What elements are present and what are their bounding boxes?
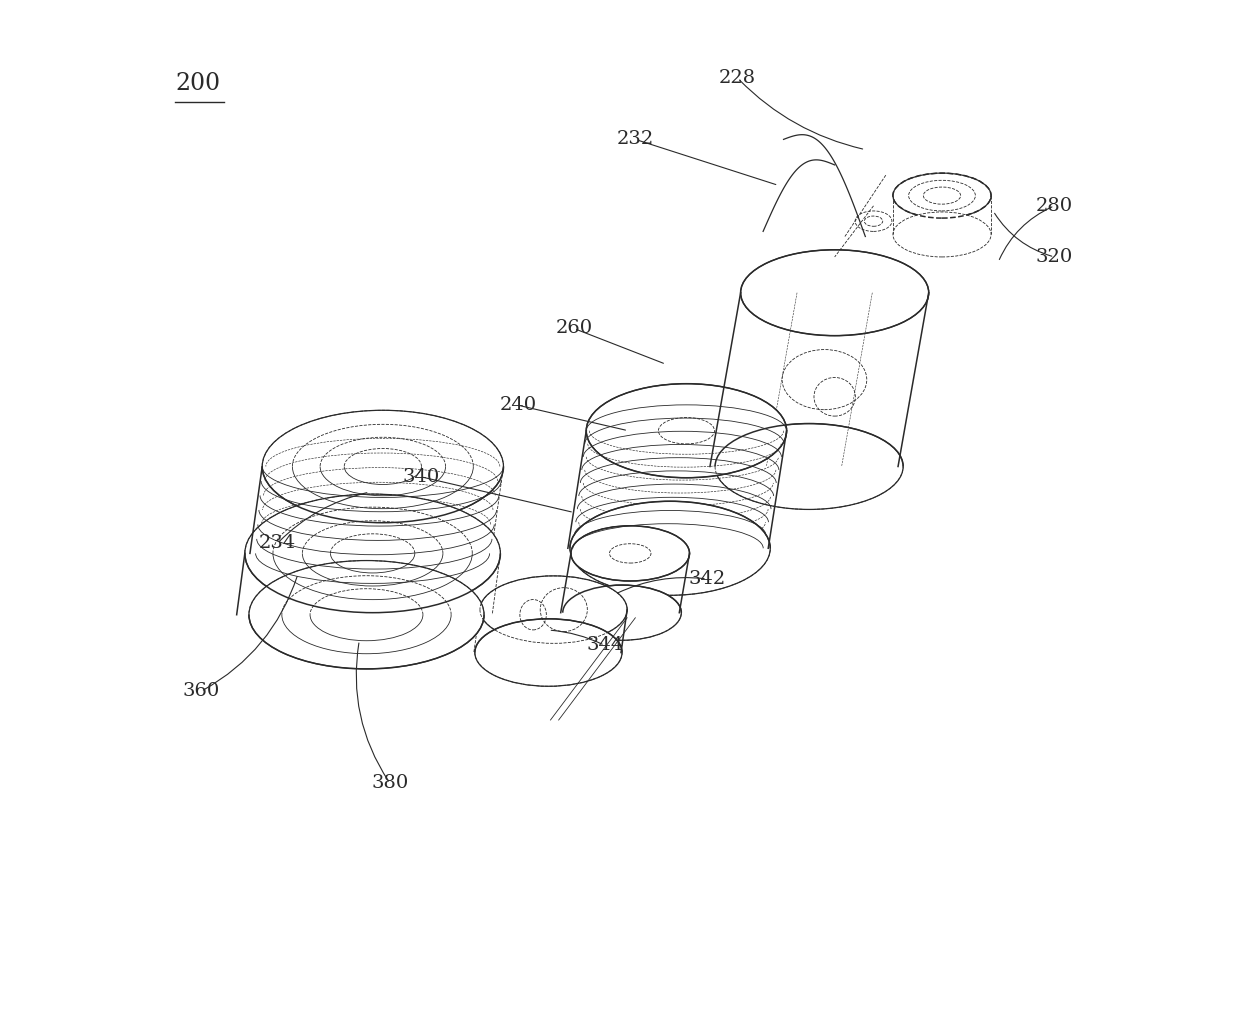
Text: 260: 260	[556, 320, 593, 337]
Text: 234: 234	[259, 534, 296, 552]
Text: 320: 320	[1035, 248, 1073, 265]
Text: 380: 380	[371, 775, 409, 792]
Text: 344: 344	[587, 637, 624, 654]
Text: 280: 280	[1035, 197, 1073, 215]
Ellipse shape	[475, 619, 622, 687]
Text: 228: 228	[719, 69, 756, 87]
Ellipse shape	[893, 173, 991, 218]
Ellipse shape	[262, 410, 503, 523]
Ellipse shape	[563, 585, 681, 641]
Text: 340: 340	[402, 467, 439, 486]
Ellipse shape	[570, 501, 770, 596]
Ellipse shape	[587, 383, 786, 478]
Text: 232: 232	[616, 130, 653, 149]
Ellipse shape	[570, 526, 689, 581]
Text: 360: 360	[182, 683, 219, 700]
Ellipse shape	[480, 576, 627, 644]
Ellipse shape	[893, 212, 991, 257]
Ellipse shape	[244, 494, 501, 613]
Ellipse shape	[740, 250, 929, 335]
Text: 240: 240	[500, 397, 537, 414]
Text: 342: 342	[688, 570, 725, 588]
Ellipse shape	[715, 423, 903, 509]
Text: 200: 200	[175, 72, 221, 94]
Ellipse shape	[249, 561, 484, 669]
